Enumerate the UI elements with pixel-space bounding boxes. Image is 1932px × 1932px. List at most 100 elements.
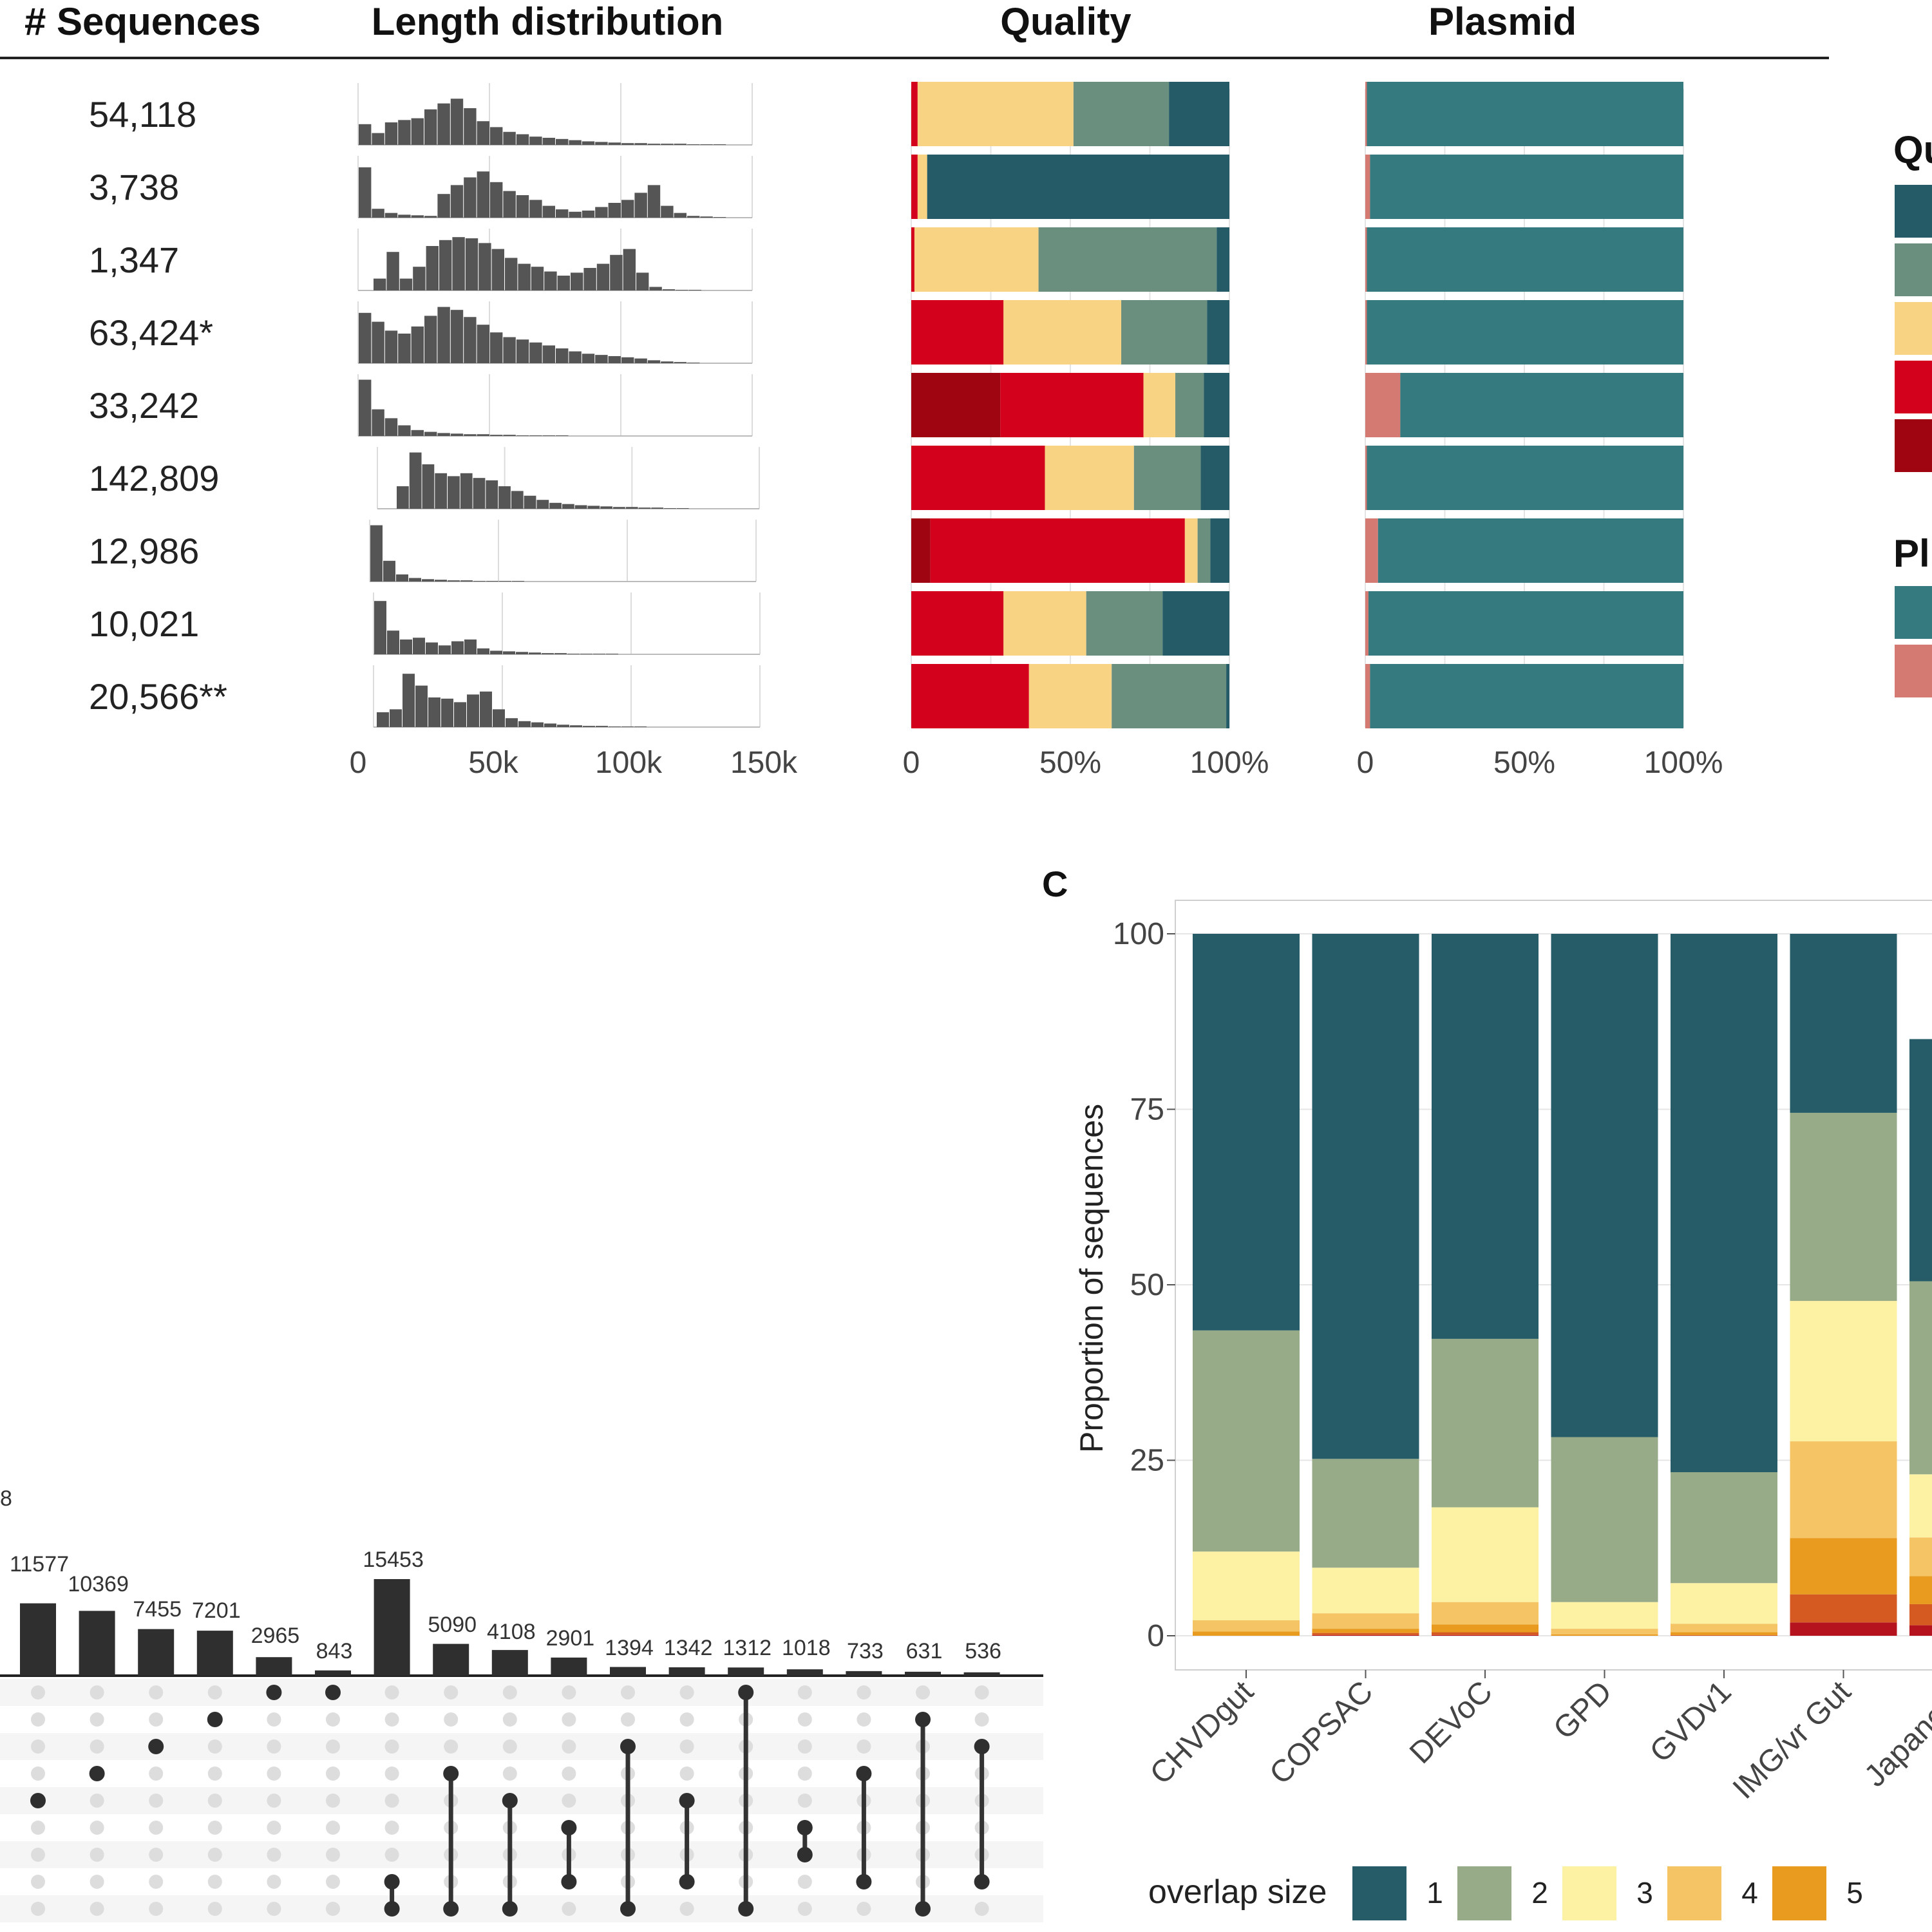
plasmid-segment xyxy=(1370,664,1683,728)
histogram-bar xyxy=(664,508,676,509)
overlap-segment xyxy=(1909,1625,1932,1636)
histogram-bar xyxy=(674,144,687,145)
upset-bar-label: 15453 xyxy=(363,1548,424,1572)
histogram-bar xyxy=(700,216,713,218)
overlap-segment xyxy=(1551,1634,1658,1636)
length-tick-150k: 150k xyxy=(730,746,798,780)
histogram-bar xyxy=(490,650,502,654)
upset-dot-empty xyxy=(207,1685,222,1700)
sequence-count-3: 1,347 xyxy=(89,240,179,280)
overlap-segment xyxy=(1193,1620,1300,1632)
histogram-bar xyxy=(399,278,413,290)
upset-dot-empty xyxy=(857,1685,871,1700)
upset-bar xyxy=(196,1631,233,1676)
plasmid-segment xyxy=(1365,518,1378,583)
histogram-bar xyxy=(582,210,595,218)
overlap-segment xyxy=(1193,934,1300,1331)
upset-dot-empty xyxy=(797,1902,812,1916)
upset-dot-empty xyxy=(444,1712,459,1727)
panel-c-category-label: CHVDgut xyxy=(1144,1674,1260,1791)
upset-dot-empty xyxy=(207,1848,222,1862)
upset-dot-empty xyxy=(31,1902,45,1916)
overlap-legend-swatch xyxy=(1562,1866,1616,1920)
histogram-bar xyxy=(374,278,386,290)
histogram-bar xyxy=(452,237,465,290)
length-distribution-panel: 0 50k 100k 150k xyxy=(350,80,798,780)
overlap-segment xyxy=(1909,1474,1932,1538)
histogram-bar xyxy=(518,263,531,290)
quality-tick-0: 0 xyxy=(903,746,920,780)
quality-segment xyxy=(1210,518,1229,583)
histogram-bar xyxy=(370,525,383,582)
upset-bar xyxy=(20,1603,56,1676)
histogram-bar xyxy=(583,268,596,290)
length-tick-50k: 50k xyxy=(468,746,518,780)
overlap-segment xyxy=(1551,1437,1658,1602)
sequence-count-7: 12,986 xyxy=(89,531,199,571)
upset-bar xyxy=(728,1667,764,1676)
upset-dot-filled xyxy=(561,1874,577,1889)
upset-dot-empty xyxy=(562,1712,576,1727)
upset-dot-empty xyxy=(384,1794,399,1808)
upset-dot-filled xyxy=(915,1712,931,1727)
sequence-count-4: 63,424* xyxy=(89,312,213,353)
upset-dot-filled xyxy=(974,1874,990,1889)
histogram-bar xyxy=(503,337,516,363)
header-sequences: # Sequences xyxy=(24,0,261,43)
histogram-bar xyxy=(411,118,424,145)
upset-dot-empty xyxy=(562,1739,576,1754)
upset-dot-filled xyxy=(502,1793,518,1808)
length-tick-0: 0 xyxy=(350,746,367,780)
histogram-bar xyxy=(409,452,422,509)
histogram-bar xyxy=(569,211,582,218)
upset-bar-label: 631 xyxy=(906,1639,943,1663)
upset-dot-empty xyxy=(326,1821,340,1835)
quality-segment xyxy=(1003,591,1086,656)
histogram-bar xyxy=(451,641,464,654)
histogram-bar xyxy=(609,726,621,727)
panel-c-category-label: DEVoC xyxy=(1403,1674,1499,1770)
quality-segment xyxy=(911,373,1001,437)
upset-dot-empty xyxy=(384,1766,399,1781)
upset-bar xyxy=(315,1670,351,1676)
upset-bar-label: 7455 xyxy=(133,1597,182,1622)
overlap-segment xyxy=(1193,1330,1300,1552)
plasmid-segment xyxy=(1367,300,1683,365)
histogram-bar xyxy=(422,579,434,582)
histogram-bar xyxy=(634,358,647,363)
histogram-bar xyxy=(439,645,451,654)
upset-dot-empty xyxy=(207,1821,222,1835)
upset-dot-empty xyxy=(562,1902,576,1916)
sequence-count-9: 20,566** xyxy=(89,676,227,717)
histogram-bar xyxy=(490,182,503,218)
histogram-bar xyxy=(713,217,726,218)
upset-bar-label: 843 xyxy=(316,1639,353,1663)
histogram-bar xyxy=(574,505,587,509)
plasmid-segment xyxy=(1365,82,1367,146)
panel-c-category-label: COPSAC xyxy=(1263,1674,1379,1791)
upset-dot-empty xyxy=(502,1766,517,1781)
upset-bar xyxy=(846,1671,882,1676)
upset-dot-empty xyxy=(90,1685,104,1700)
overlap-segment xyxy=(1432,1602,1539,1625)
upset-dot-empty xyxy=(207,1739,222,1754)
quality-segment xyxy=(927,155,1229,219)
histogram-bar xyxy=(571,272,583,290)
histogram-bg xyxy=(367,517,759,584)
histogram-bar xyxy=(464,317,477,363)
upset-dot-empty xyxy=(267,1712,281,1727)
histogram-bar xyxy=(516,134,529,145)
upset-dot-empty xyxy=(326,1766,340,1781)
histogram-bar xyxy=(649,287,662,290)
upset-dot-filled xyxy=(738,1901,754,1917)
histogram-bar xyxy=(372,209,384,218)
histogram-bar xyxy=(542,137,555,145)
histogram-bar xyxy=(413,638,425,654)
histogram-bar xyxy=(439,240,452,290)
histogram-bar xyxy=(428,697,440,727)
upset-dot-filled xyxy=(266,1685,282,1700)
histogram-bar xyxy=(638,507,651,509)
upset-bar-label: 1342 xyxy=(664,1636,713,1660)
histogram-bar xyxy=(460,580,473,582)
histogram-bar xyxy=(621,200,634,218)
